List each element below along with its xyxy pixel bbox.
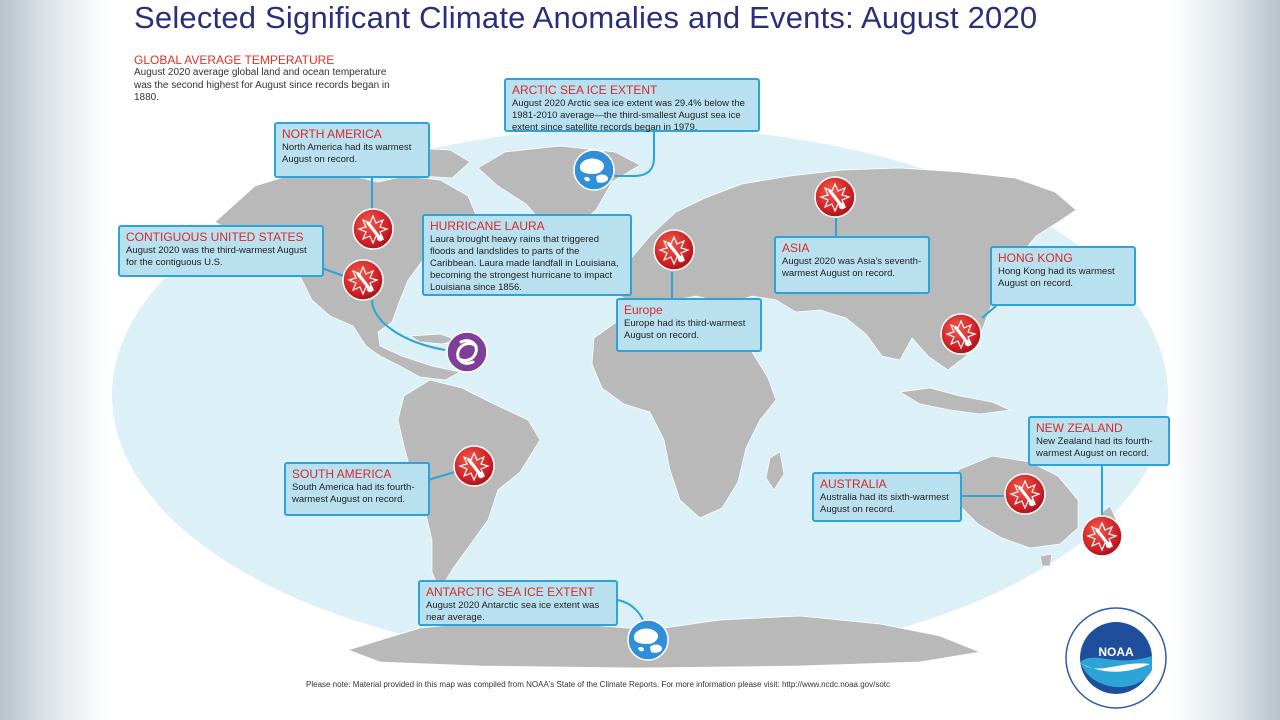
callout-arctic-sea-ice[interactable]: ARCTIC SEA ICE EXTENT August 2020 Arctic… <box>504 78 760 133</box>
marker-asia-warm[interactable] <box>813 175 857 219</box>
callout-text: Australia had its sixth-warmest August o… <box>820 492 949 515</box>
callout-text: August 2020 was the third-warmest August… <box>126 245 307 268</box>
callout-hurricane-laura[interactable]: HURRICANE LAURA Laura brought heavy rain… <box>422 214 632 296</box>
noaa-logo-icon: NOAA <box>1065 607 1167 709</box>
callout-heading: NORTH AMERICA <box>282 127 382 141</box>
callout-text: Laura brought heavy rains that triggered… <box>430 234 619 293</box>
callout-heading: HONG KONG <box>998 251 1073 265</box>
callout-heading: ARCTIC SEA ICE EXTENT <box>512 83 658 97</box>
callout-heading: HURRICANE LAURA <box>430 219 545 233</box>
callout-contiguous-us[interactable]: CONTIGUOUS UNITED STATES August 2020 was… <box>118 225 324 277</box>
callout-hong-kong[interactable]: HONG KONG Hong Kong had its warmest Augu… <box>990 246 1136 306</box>
callout-heading: ANTARCTIC SEA ICE EXTENT <box>426 585 595 599</box>
marker-contiguous-us-warm[interactable] <box>341 258 385 302</box>
callout-europe[interactable]: Europe Europe had its third-warmest Augu… <box>616 298 762 352</box>
callout-south-america[interactable]: SOUTH AMERICA South America had its four… <box>284 462 430 516</box>
callout-text: New Zealand had its fourth-warmest Augus… <box>1036 436 1153 459</box>
global-temperature-heading: GLOBAL AVERAGE TEMPERATURE <box>134 53 335 67</box>
callout-antarctic-sea-ice[interactable]: ANTARCTIC SEA ICE EXTENT August 2020 Ant… <box>418 580 618 626</box>
marker-hurricane-laura[interactable] <box>446 331 488 373</box>
callout-australia[interactable]: AUSTRALIA Australia had its sixth-warmes… <box>812 472 962 522</box>
marker-arctic-ice[interactable] <box>573 149 615 191</box>
global-temperature-text: August 2020 average global land and ocea… <box>134 67 390 103</box>
tasmania <box>1039 553 1053 567</box>
marker-europe-warm[interactable] <box>652 228 696 272</box>
marker-australia-warm[interactable] <box>1003 472 1047 516</box>
callout-text: South America had its fourth-warmest Aug… <box>292 482 415 505</box>
callout-text: Hong Kong had its warmest August on reco… <box>998 266 1115 289</box>
callout-text: North America had its warmest August on … <box>282 142 412 165</box>
callout-text: August 2020 Antarctic sea ice extent was… <box>426 600 600 623</box>
callout-text: Europe had its third-warmest August on r… <box>624 318 746 341</box>
callout-heading: SOUTH AMERICA <box>292 467 392 481</box>
callout-text: August 2020 Arctic sea ice extent was 29… <box>512 98 745 133</box>
callout-heading: AUSTRALIA <box>820 477 887 491</box>
callout-north-america[interactable]: NORTH AMERICA North America had its warm… <box>274 122 430 178</box>
marker-hong-kong-warm[interactable] <box>939 312 983 356</box>
callout-heading: Europe <box>624 303 663 317</box>
noaa-logo-label: NOAA <box>1098 645 1134 659</box>
southeast-asia-islands <box>898 387 1012 415</box>
callout-heading: CONTIGUOUS UNITED STATES <box>126 230 304 244</box>
callout-new-zealand[interactable]: NEW ZEALAND New Zealand had its fourth-w… <box>1028 416 1170 466</box>
marker-south-america-warm[interactable] <box>452 444 496 488</box>
callout-text: August 2020 was Asia's seventh-warmest A… <box>782 256 922 279</box>
callout-heading: NEW ZEALAND <box>1036 421 1123 435</box>
callout-heading: ASIA <box>782 241 810 255</box>
callout-asia[interactable]: ASIA August 2020 was Asia's seventh-warm… <box>774 236 930 294</box>
page-title: Selected Significant Climate Anomalies a… <box>134 0 1038 35</box>
madagascar <box>765 451 785 491</box>
source-note: Please note: Material provided in this m… <box>306 680 891 689</box>
marker-new-zealand-warm[interactable] <box>1080 514 1124 558</box>
marker-north-america-warm[interactable] <box>351 207 395 251</box>
marker-antarctic-ice[interactable] <box>627 619 669 661</box>
